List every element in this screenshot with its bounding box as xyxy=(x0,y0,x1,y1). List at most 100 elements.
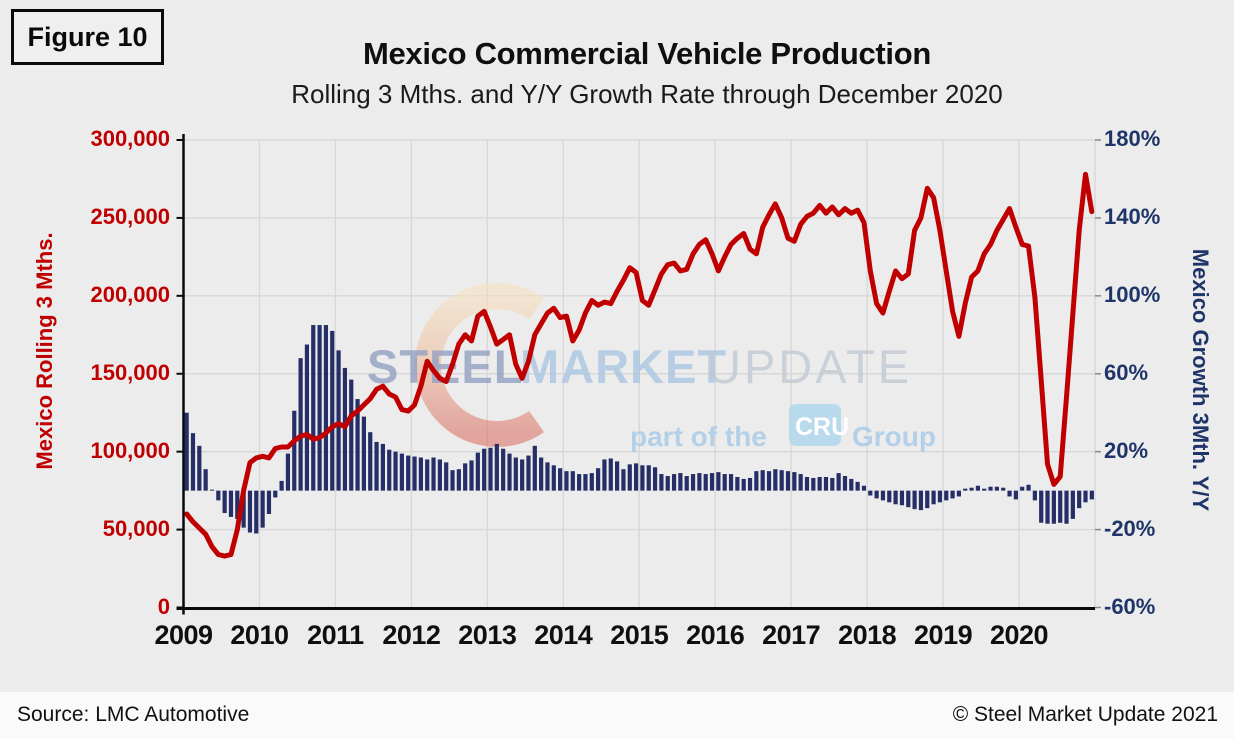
growth-bar xyxy=(456,469,461,491)
growth-bar xyxy=(596,468,601,491)
growth-bar xyxy=(963,488,968,491)
left-axis-tick-label: 50,000 xyxy=(102,515,170,541)
right-axis-tick-label: -60% xyxy=(1104,593,1156,619)
axes xyxy=(176,134,1101,615)
growth-bar xyxy=(690,474,696,491)
growth-bar xyxy=(754,471,759,491)
growth-bar xyxy=(804,476,810,491)
growth-bar xyxy=(399,453,404,491)
growth-bar xyxy=(1070,490,1075,519)
growth-bar xyxy=(1083,490,1088,503)
growth-bar xyxy=(602,459,607,491)
growth-bar xyxy=(608,458,613,491)
growth-bar xyxy=(615,461,620,491)
growth-bar xyxy=(1001,487,1006,491)
growth-bar xyxy=(798,474,803,491)
growth-bar xyxy=(494,443,499,491)
growth-bar xyxy=(444,462,449,491)
growth-bar xyxy=(621,469,626,491)
growth-bar xyxy=(1045,490,1050,524)
growth-bar xyxy=(874,490,879,499)
growth-bar xyxy=(785,471,791,491)
growth-bar xyxy=(779,470,784,491)
growth-bar xyxy=(709,473,715,491)
right-axis-tick-label: 180% xyxy=(1104,126,1161,151)
growth-bar xyxy=(387,449,392,491)
growth-bar xyxy=(247,490,253,533)
growth-bar xyxy=(342,367,348,491)
left-axis-tick-label: 100,000 xyxy=(90,437,170,463)
growth-bar xyxy=(747,477,753,491)
growth-bar xyxy=(1058,490,1063,523)
watermark-tagline: part of the xyxy=(630,421,767,452)
growth-bar xyxy=(836,473,841,491)
left-axis-tick-label: 150,000 xyxy=(90,359,170,385)
growth-bar xyxy=(722,474,727,491)
growth-bar xyxy=(982,488,987,491)
growth-bar xyxy=(361,416,366,491)
growth-bar xyxy=(545,462,550,491)
growth-bar xyxy=(317,325,322,491)
x-axis-year-label: 2013 xyxy=(458,620,517,650)
cru-badge-label: CRU xyxy=(795,413,849,441)
growth-bar xyxy=(298,358,303,491)
growth-bar xyxy=(728,474,734,491)
growth-bar xyxy=(735,476,740,491)
growth-bar xyxy=(273,490,278,498)
growth-bar xyxy=(1039,490,1044,523)
growth-bar xyxy=(950,490,955,499)
growth-bar xyxy=(570,471,575,491)
growth-bar xyxy=(868,490,873,496)
x-axis-year-label: 2014 xyxy=(534,620,593,650)
growth-bar xyxy=(463,463,468,491)
growth-bar xyxy=(184,412,189,491)
growth-bar xyxy=(899,490,905,506)
growth-bar xyxy=(577,474,582,491)
growth-bar xyxy=(203,469,208,491)
growth-bar xyxy=(792,472,797,491)
growth-bar xyxy=(330,330,335,491)
growth-bar xyxy=(520,459,525,491)
growth-bar xyxy=(912,490,917,510)
x-axis-year-label: 2018 xyxy=(838,620,897,650)
growth-bars-series xyxy=(184,325,1094,534)
figure-label: Figure 10 xyxy=(27,21,148,52)
growth-bar xyxy=(766,471,772,491)
growth-bar xyxy=(412,456,417,491)
growth-bar xyxy=(849,478,854,491)
growth-bar xyxy=(583,474,588,491)
left-axis-title: Mexico Rolling 3 Mths. xyxy=(32,232,57,470)
growth-bar xyxy=(1064,490,1069,524)
growth-bar xyxy=(1026,484,1031,491)
growth-bar xyxy=(336,350,341,491)
growth-bar xyxy=(1089,490,1094,500)
growth-bar xyxy=(969,487,974,491)
growth-bar xyxy=(716,472,721,491)
chart-subtitle: Rolling 3 Mths. and Y/Y Growth Rate thro… xyxy=(291,79,1003,109)
watermark-word: MARKET xyxy=(520,340,727,393)
growth-bar xyxy=(773,469,778,491)
growth-bar xyxy=(1077,490,1082,509)
right-axis-tick-label: 100% xyxy=(1104,281,1161,307)
growth-bar xyxy=(633,463,639,491)
growth-bar xyxy=(925,490,930,509)
growth-bar xyxy=(393,451,398,491)
growth-bar xyxy=(627,464,632,491)
growth-bar xyxy=(684,476,689,491)
growth-bar xyxy=(944,490,949,501)
growth-bar xyxy=(956,490,962,497)
growth-bar xyxy=(380,443,385,491)
growth-bar xyxy=(697,473,702,491)
growth-bar xyxy=(507,453,512,491)
left-axis-tick-label: 0 xyxy=(157,593,170,619)
growth-bar xyxy=(975,485,980,491)
growth-bar xyxy=(741,478,746,491)
growth-bar xyxy=(589,473,594,491)
growth-bar xyxy=(349,379,354,491)
watermark-word: UPDATE xyxy=(707,340,912,393)
footer-strip xyxy=(0,692,1234,739)
growth-bar xyxy=(374,441,379,491)
growth-bar xyxy=(311,325,316,491)
